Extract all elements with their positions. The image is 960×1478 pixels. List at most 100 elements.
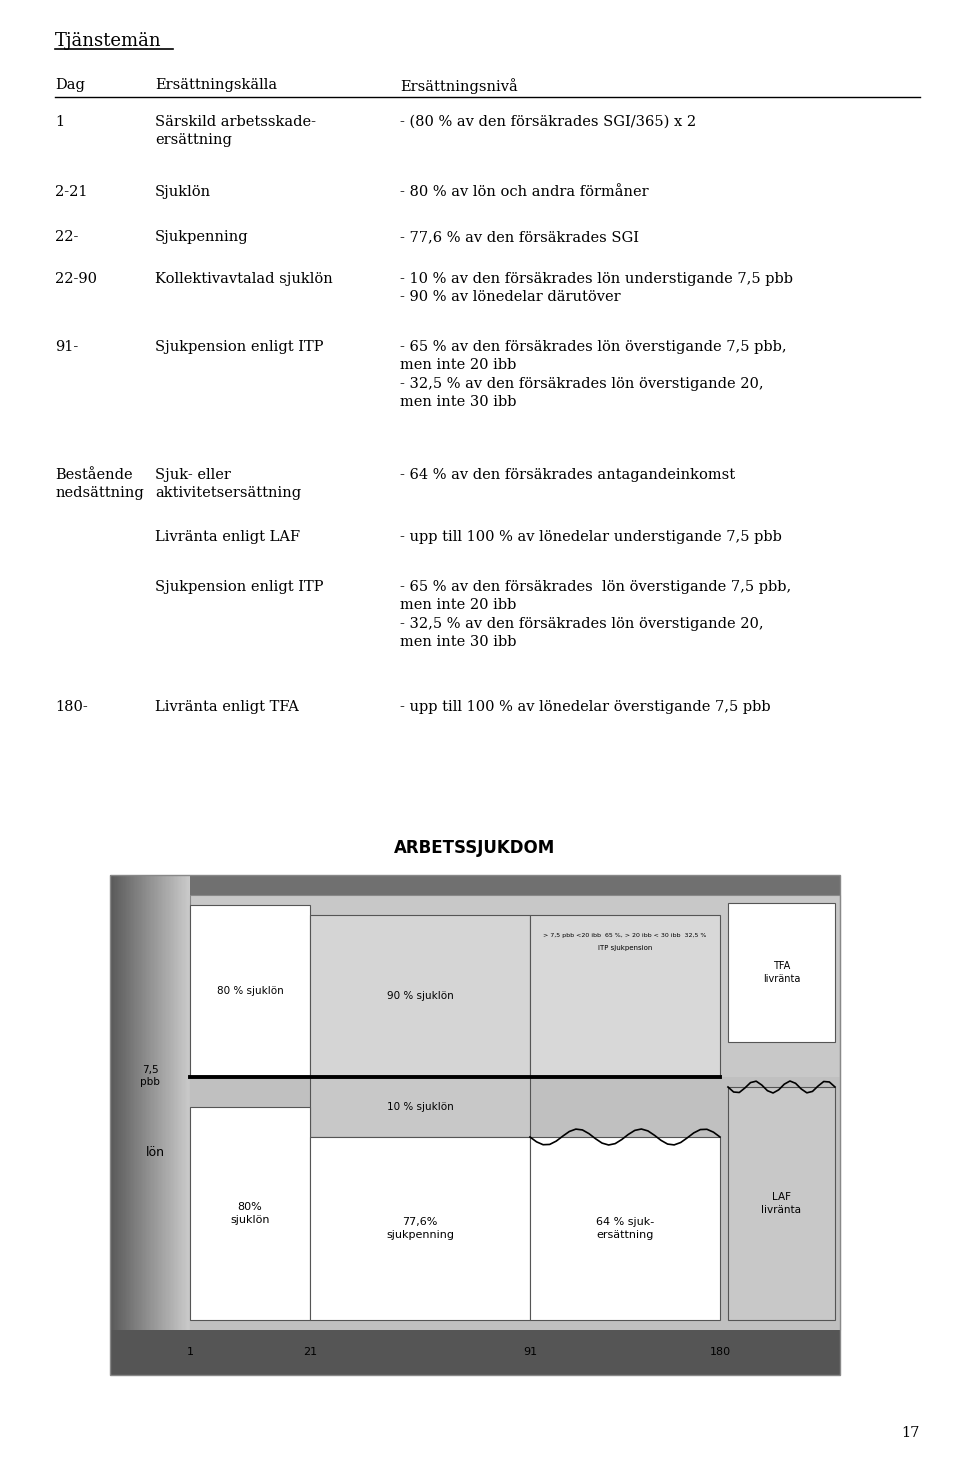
Bar (110, 875, 840, 1375)
Bar (171, 875, 173, 1375)
Bar (310, 1137, 530, 1320)
Bar (530, 1137, 720, 1320)
Text: 180-: 180- (55, 701, 87, 714)
Text: - (80 % av den försäkrades SGI/365) x 2: - (80 % av den försäkrades SGI/365) x 2 (400, 115, 696, 129)
Text: 1: 1 (186, 1346, 194, 1357)
Bar (184, 875, 186, 1375)
Bar (110, 1330, 840, 1375)
Bar (156, 875, 158, 1375)
Bar (142, 875, 143, 1375)
Text: TFA
livränta: TFA livränta (763, 961, 801, 984)
Bar (136, 875, 138, 1375)
Text: Särskild arbetsskade-
ersättning: Särskild arbetsskade- ersättning (155, 115, 316, 148)
Text: - 65 % av den försäkrades  lön överstigande 7,5 pbb,
men inte 20 ibb
- 32,5 % av: - 65 % av den försäkrades lön överstigan… (400, 579, 791, 649)
Bar (152, 875, 153, 1375)
Bar (176, 875, 177, 1375)
Text: 1: 1 (55, 115, 64, 129)
Bar (126, 875, 128, 1375)
Bar (135, 875, 136, 1375)
Bar (154, 875, 156, 1375)
Text: > 7,5 pbb <20 ibb  65 %, > 20 ibb < 30 ibb  32,5 %: > 7,5 pbb <20 ibb 65 %, > 20 ibb < 30 ib… (543, 933, 707, 939)
Bar (146, 875, 147, 1375)
Bar (134, 875, 135, 1375)
Text: Dag: Dag (55, 78, 84, 92)
Bar (143, 875, 145, 1375)
Text: Sjukpension enligt ITP: Sjukpension enligt ITP (155, 579, 324, 594)
Bar (119, 875, 121, 1375)
Text: Livränta enligt TFA: Livränta enligt TFA (155, 701, 299, 714)
Bar (177, 875, 178, 1375)
Text: ARBETSSJUKDOM: ARBETSSJUKDOM (395, 840, 556, 857)
Bar (530, 915, 720, 1077)
Text: Livränta enligt LAF: Livränta enligt LAF (155, 531, 300, 544)
Text: 91: 91 (523, 1346, 537, 1357)
Text: 90 % sjuklön: 90 % sjuklön (387, 992, 453, 1001)
Bar (163, 875, 165, 1375)
Text: 77,6%
sjukpenning: 77,6% sjukpenning (386, 1216, 454, 1240)
Bar (132, 875, 134, 1375)
Text: 80 % sjuklön: 80 % sjuklön (217, 986, 283, 996)
Text: 91-: 91- (55, 340, 79, 355)
Bar (162, 875, 163, 1375)
Bar (158, 875, 159, 1375)
Bar (190, 1107, 310, 1320)
Bar (129, 875, 130, 1375)
Bar (166, 875, 167, 1375)
Text: 21: 21 (303, 1346, 317, 1357)
Bar (118, 875, 119, 1375)
Text: Tjänstemän: Tjänstemän (55, 33, 161, 50)
Bar (159, 875, 160, 1375)
Bar (190, 896, 840, 1330)
Text: 180: 180 (709, 1346, 731, 1357)
Text: 10 % sjuklön: 10 % sjuklön (387, 1103, 453, 1111)
Bar (183, 875, 184, 1375)
Bar (123, 875, 125, 1375)
Bar (728, 903, 835, 1042)
Bar (128, 875, 129, 1375)
Bar (310, 1077, 530, 1137)
Text: - 64 % av den försäkrades antagandeinkomst: - 64 % av den försäkrades antagandeinkom… (400, 469, 735, 482)
Bar (117, 875, 118, 1375)
Bar (141, 875, 142, 1375)
Bar (139, 875, 141, 1375)
Text: lön: lön (146, 1145, 164, 1159)
Bar (310, 915, 530, 1077)
Bar (112, 875, 114, 1375)
Text: 7,5
pbb: 7,5 pbb (140, 1066, 160, 1088)
Bar (173, 875, 174, 1375)
Bar (153, 875, 154, 1375)
Bar (174, 875, 176, 1375)
Text: LAF
livränta: LAF livränta (761, 1193, 802, 1215)
Text: Sjuk- eller
aktivitetsersättning: Sjuk- eller aktivitetsersättning (155, 469, 301, 501)
Text: 17: 17 (901, 1426, 920, 1440)
Bar (190, 905, 310, 1077)
Text: Ersättningskälla: Ersättningskälla (155, 78, 277, 92)
Bar (121, 875, 122, 1375)
Bar (149, 875, 150, 1375)
Bar (187, 875, 189, 1375)
Bar (125, 875, 126, 1375)
Text: 80%
sjuklön: 80% sjuklön (230, 1202, 270, 1225)
Bar (189, 875, 190, 1375)
Bar (110, 875, 111, 1375)
Bar (165, 875, 166, 1375)
Text: - 65 % av den försäkrades lön överstigande 7,5 pbb,
men inte 20 ibb
- 32,5 % av : - 65 % av den försäkrades lön överstigan… (400, 340, 786, 409)
Text: 22-: 22- (55, 231, 79, 244)
Text: 2-21: 2-21 (55, 185, 87, 200)
Bar (180, 875, 182, 1375)
Text: Sjukpenning: Sjukpenning (155, 231, 249, 244)
Bar (145, 875, 146, 1375)
Bar (150, 875, 152, 1375)
Text: 22-90: 22-90 (55, 272, 97, 287)
Text: Bestående
nedsättning: Bestående nedsättning (55, 469, 144, 501)
Bar (182, 875, 183, 1375)
Text: Sjuklön: Sjuklön (155, 185, 211, 200)
Bar (728, 1086, 835, 1320)
Text: ITP sjukpension: ITP sjukpension (598, 944, 652, 950)
Bar (186, 875, 187, 1375)
Bar (138, 875, 139, 1375)
Bar (160, 875, 162, 1375)
Text: - upp till 100 % av lönedelar understigande 7,5 pbb: - upp till 100 % av lönedelar understiga… (400, 531, 781, 544)
Text: - 77,6 % av den försäkrades SGI: - 77,6 % av den försäkrades SGI (400, 231, 639, 244)
Text: - 10 % av den försäkrades lön understigande 7,5 pbb
- 90 % av lönedelar därutöve: - 10 % av den försäkrades lön understiga… (400, 272, 793, 304)
